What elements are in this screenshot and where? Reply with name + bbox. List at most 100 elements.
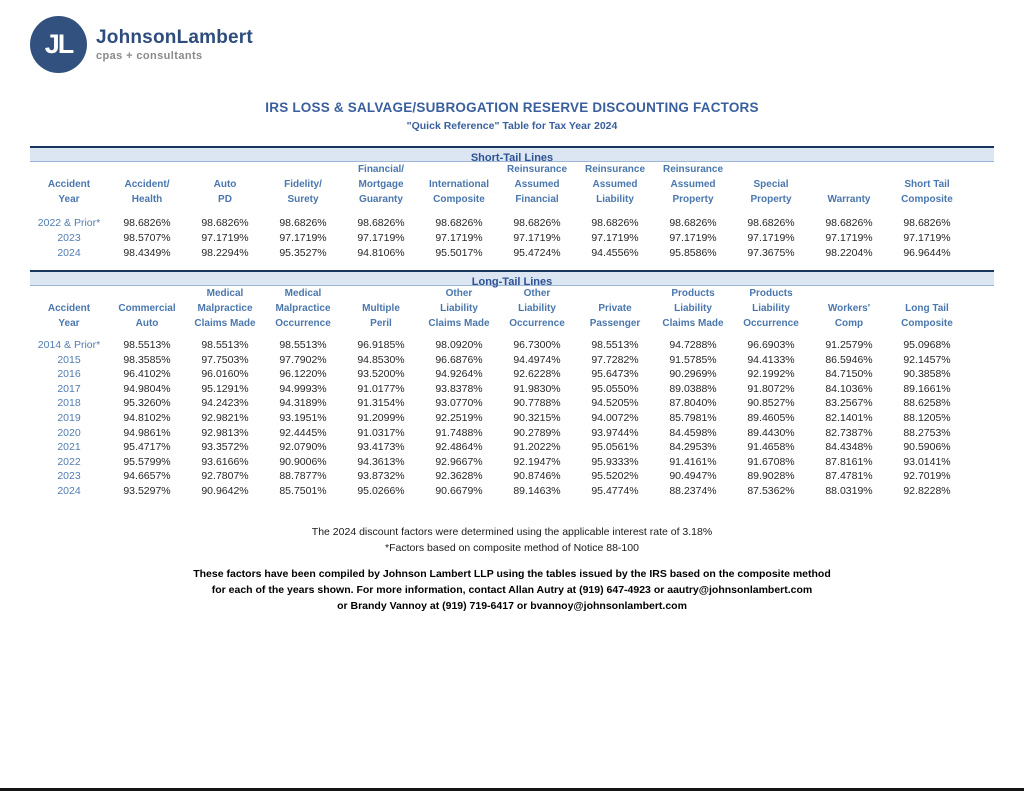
factor-cell: 94.9993% [279,382,327,395]
factor-cell: 83.2567% [825,397,873,410]
factor-cell: 96.4102% [123,368,171,381]
factor-cell: 95.0968% [903,339,951,351]
factor-cell: 84.7150% [825,368,873,381]
factor-cell: 95.4717% [123,441,171,454]
column-header: Special Property [750,179,792,205]
factor-cell: 94.3613% [357,455,405,468]
factor-cell: 93.6166% [201,455,249,468]
accident-year-cell: 2017 [57,382,81,395]
factor-cell: 98.6826% [591,217,639,229]
column-header: Products Liability Occurrence [743,288,799,329]
factor-cell: 90.2969% [669,368,717,381]
factor-cell: 92.7019% [903,470,951,483]
column-header: Private Passenger [589,303,641,329]
factor-cell: 92.6228% [513,368,561,381]
factor-cell: 89.9028% [747,470,795,483]
factor-cell: 90.2789% [513,426,561,439]
factor-cell: 84.2953% [669,441,717,454]
accident-year-cell: 2022 [57,455,81,468]
factor-cell: 91.4161% [669,455,717,468]
column-header: Commercial Auto [118,303,176,329]
factor-cell: 95.4724% [513,247,561,259]
long-tail-section-label: Long-Tail Lines [471,276,553,288]
accident-year-cell: 2021 [57,441,81,454]
table-row: 2023 98.5707% 97.1719% 97.1719% 97.1719% 97.1… [30,231,966,246]
table-row: 2023 94.6657% 92.7807% 88.7877% 93.8732% 92.3… [30,469,966,484]
column-header: Other Liability Occurrence [509,288,565,329]
interest-rate-note: The 2024 discount factors were determine… [311,526,713,538]
long-tail-table: Accident Year Commercial Auto Medical Malprac… [30,286,966,499]
column-header: Medical Malpractice Claims Made [194,288,256,329]
factor-cell: 96.9644% [903,247,951,259]
factor-cell: 98.6826% [513,217,561,229]
factor-cell: 87.8040% [669,397,717,410]
table-row: 2016 96.4102% 96.0160% 96.1220% 93.5200% 94.9… [30,367,966,382]
column-header: Workers' Comp [827,303,871,329]
factor-cell: 88.7877% [279,470,327,483]
factor-cell: 97.1719% [591,232,639,244]
factor-cell: 92.7807% [201,470,249,483]
footer-contact-block: These factors have been compiled by John… [0,566,1024,614]
accident-year-cell: 2015 [57,353,81,366]
factor-cell: 95.0561% [591,441,639,454]
page-bottom-edge [0,788,1024,791]
factor-cell: 87.8161% [825,455,873,468]
factor-cell: 88.1205% [903,411,951,424]
accident-year-cell: 2024 [57,247,81,259]
factor-cell: 94.8102% [123,411,171,424]
factor-cell: 90.8746% [513,470,561,483]
factor-cell: 98.5513% [123,339,171,351]
table-row: 2022 95.5799% 93.6166% 90.9006% 94.3613% 92.9… [30,455,966,470]
factor-cell: 90.9006% [279,455,327,468]
factor-cell: 92.4864% [435,441,483,454]
factor-cell: 91.5785% [669,353,717,366]
factor-cell: 98.4349% [123,247,171,259]
table-row: 2015 98.3585% 97.7503% 97.7902% 94.8530% 96.6… [30,353,966,368]
company-logo: JL JohnsonLambert cpas + consultants [30,16,253,73]
factor-cell: 98.0920% [435,339,483,351]
factor-cell: 92.2519% [435,411,483,424]
factor-cell: 96.6903% [747,339,795,351]
table-row: 2022 & Prior* 98.6826% 98.6826% 98.6826% 98.… [30,207,966,231]
factor-cell: 98.5513% [591,339,639,351]
factor-cell: 91.7488% [435,426,483,439]
table-row: 2014 & Prior* 98.5513% 98.5513% 98.5513% 96.… [30,331,966,353]
factor-cell: 88.2374% [669,484,717,497]
table-row: 2019 94.8102% 92.9821% 93.1951% 91.2099% 92.2… [30,411,966,426]
column-header: Accident Year [47,303,91,329]
factor-cell: 92.9821% [201,411,249,424]
factor-cell: 97.1719% [825,232,873,244]
factor-cell: 95.5202% [591,470,639,483]
accident-year-cell: 2018 [57,397,81,410]
factor-cell: 85.7981% [669,411,717,424]
factor-cell: 95.3527% [279,247,327,259]
table-row: 2024 98.4349% 98.2294% 95.3527% 94.8106% 95.5… [30,246,966,261]
factor-cell: 97.1719% [435,232,483,244]
factor-cell: 92.9813% [201,426,249,439]
factor-cell: 93.3572% [201,441,249,454]
column-header-row: Accident Year Commercial Auto Medical Malprac… [30,286,966,331]
factor-cell: 94.4133% [747,353,795,366]
factor-cell: 90.9642% [201,484,249,497]
column-header: Medical Malpractice Occurrence [275,288,331,329]
factor-cell: 89.0388% [669,382,717,395]
factor-cell: 98.6826% [825,217,873,229]
factor-cell: 93.0141% [903,455,951,468]
factor-cell: 90.7788% [513,397,561,410]
factor-cell: 95.1291% [201,382,249,395]
factor-cell: 84.1036% [825,382,873,395]
column-header: Accident Year [47,179,91,205]
factor-cell: 88.0319% [825,484,873,497]
factor-cell: 98.6826% [747,217,795,229]
logo-monogram-icon: JL [30,16,87,73]
factor-cell: 85.7501% [279,484,327,497]
factor-cell: 95.0266% [357,484,405,497]
factor-cell: 96.1220% [279,368,327,381]
factor-cell: 93.5200% [357,368,405,381]
column-header: Auto PD [213,179,237,205]
factor-cell: 97.1719% [903,232,951,244]
factor-cell: 91.6708% [747,455,795,468]
factor-cell: 91.8072% [747,382,795,395]
factor-cell: 98.2294% [201,247,249,259]
